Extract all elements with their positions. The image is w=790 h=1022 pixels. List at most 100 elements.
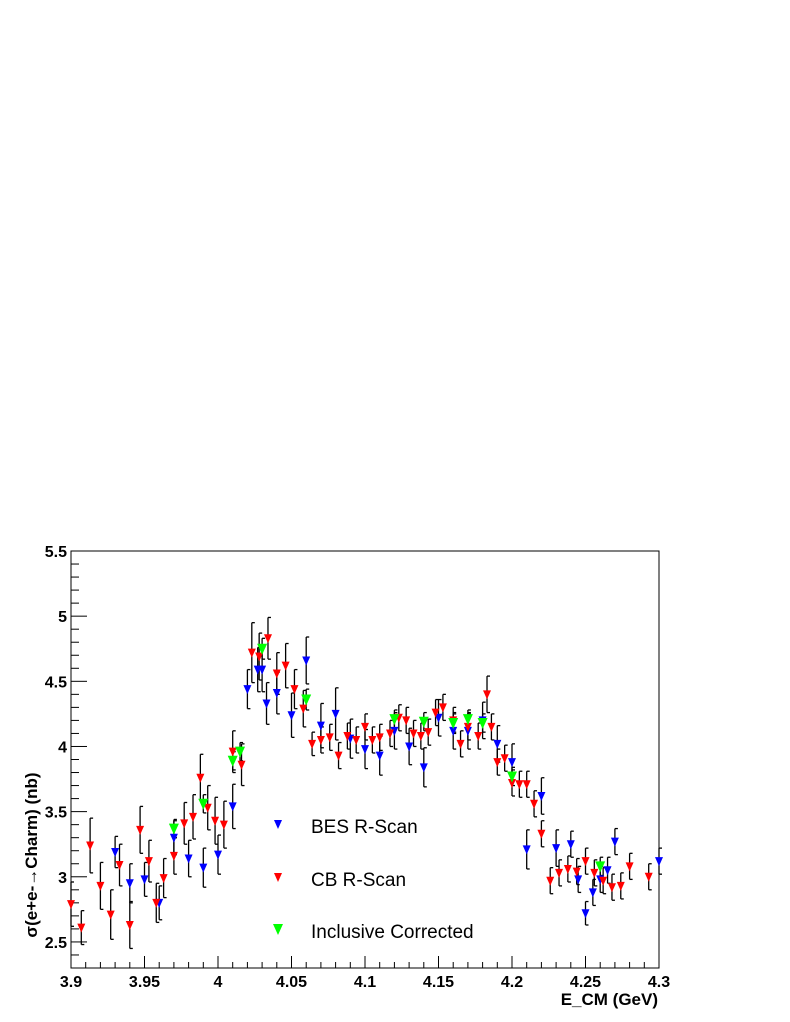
marker-cb-r-scan — [431, 708, 440, 718]
marker-cb-r-scan — [144, 857, 153, 867]
marker-bes-r-scan — [262, 699, 271, 709]
y-tick-label: 5.5 — [45, 544, 67, 561]
marker-cb-r-scan — [563, 864, 572, 874]
marker-bes-r-scan — [140, 875, 149, 885]
y-tick-label: 5 — [58, 609, 67, 626]
marker-cb-r-scan — [537, 829, 546, 839]
marker-cb-r-scan — [263, 634, 272, 644]
x-axis-title: E_CM (GeV) — [561, 990, 658, 1009]
legend-label: BES R-Scan — [311, 817, 418, 838]
marker-bes-r-scan — [566, 840, 575, 850]
marker-cb-r-scan — [508, 778, 516, 788]
marker-cb-r-scan — [530, 799, 539, 809]
marker-cb-r-scan — [106, 910, 115, 920]
marker-cb-r-scan — [203, 803, 212, 813]
marker-bes-r-scan — [390, 726, 399, 736]
y-tick-label: 3 — [58, 870, 67, 887]
marker-inclusive-corrected — [235, 746, 246, 758]
marker-inclusive-corrected — [477, 718, 488, 730]
errorbar-layer — [70, 616, 662, 950]
marker-cb-r-scan — [255, 652, 264, 662]
marker-cb-r-scan — [515, 780, 524, 790]
marker-bes-r-scan — [508, 758, 516, 768]
marker-cb-r-scan — [424, 728, 433, 738]
y-axis-title: σ(e+e-→Charm) (nb) — [22, 772, 41, 937]
marker-layer — [67, 634, 663, 933]
marker-cb-r-scan — [308, 739, 317, 749]
marker-inclusive-corrected — [448, 718, 459, 730]
marker-bes-r-scan — [258, 665, 267, 675]
y-tick-label: 2.5 — [45, 935, 67, 952]
marker-cb-r-scan — [325, 733, 334, 743]
marker-cb-r-scan — [152, 898, 161, 908]
axes-layer: 3.9 3.95 4 4.05 4.1 4.15 4.2 4.25 4.3 2.5 3 3.5 4 4.5… — [45, 544, 670, 991]
marker-bes-r-scan — [537, 791, 546, 801]
marker-bes-r-scan — [581, 909, 590, 919]
x-tick-label: 4.25 — [570, 974, 601, 991]
marker-cb-r-scan — [67, 900, 75, 910]
marker-bes-r-scan — [610, 837, 619, 847]
marker-bes-r-scan — [184, 854, 193, 864]
marker-cb-r-scan — [522, 780, 531, 790]
marker-bes-r-scan — [169, 833, 178, 843]
marker-inclusive-corrected — [301, 694, 312, 706]
marker-cb-r-scan — [334, 751, 343, 761]
marker-bes-r-scan — [111, 848, 120, 858]
marker-bes-r-scan — [655, 857, 663, 867]
marker-cb-r-scan — [169, 851, 178, 861]
x-tick-label: 4.1 — [354, 974, 376, 991]
marker-cb-r-scan — [136, 825, 145, 835]
marker-cb-r-scan — [644, 872, 653, 882]
legend-marker — [273, 924, 283, 935]
marker-bes-r-scan — [375, 751, 384, 761]
marker-bes-r-scan — [552, 844, 561, 854]
x-tick-label: 4.2 — [501, 974, 523, 991]
marker-cb-r-scan — [463, 722, 472, 732]
x-tick-label: 4.05 — [276, 974, 307, 991]
marker-cb-r-scan — [483, 690, 492, 700]
marker-cb-r-scan — [581, 857, 590, 867]
marker-cb-r-scan — [299, 704, 308, 714]
marker-bes-r-scan — [419, 763, 428, 773]
marker-bes-r-scan — [272, 689, 281, 699]
marker-inclusive-corrected — [198, 798, 209, 810]
marker-cb-r-scan — [180, 819, 189, 829]
marker-cb-r-scan — [474, 732, 483, 742]
marker-bes-r-scan — [287, 711, 296, 721]
marker-bes-r-scan — [331, 709, 340, 719]
marker-bes-r-scan — [199, 863, 208, 873]
marker-cb-r-scan — [159, 874, 168, 884]
marker-cb-r-scan — [281, 661, 290, 671]
legend-label: CB R-Scan — [311, 870, 406, 891]
marker-inclusive-corrected — [168, 823, 179, 835]
marker-bes-r-scan — [316, 721, 325, 731]
marker-cb-r-scan — [211, 816, 220, 826]
marker-cb-r-scan — [487, 722, 496, 732]
marker-cb-r-scan — [409, 729, 418, 739]
y-tick-label: 4 — [58, 739, 67, 756]
marker-bes-r-scan — [125, 879, 134, 889]
y-tick-label: 4.5 — [45, 674, 67, 691]
legend-label: Inclusive Corrected — [311, 922, 474, 943]
marker-cb-r-scan — [438, 703, 447, 713]
marker-bes-r-scan — [434, 713, 443, 723]
marker-inclusive-corrected — [595, 861, 606, 873]
marker-cb-r-scan — [343, 732, 352, 742]
marker-bes-r-scan — [588, 888, 597, 898]
marker-cb-r-scan — [572, 867, 581, 877]
marker-cb-r-scan — [316, 735, 325, 745]
marker-cb-r-scan — [607, 883, 616, 893]
legend: BES R-Scan CB R-Scan Inclusive Corrected — [273, 817, 474, 943]
marker-cb-r-scan — [189, 812, 198, 822]
y-tick-label: 3.5 — [45, 805, 67, 822]
marker-cb-r-scan — [219, 820, 228, 830]
x-tick-label: 4 — [214, 974, 223, 991]
marker-cb-r-scan — [115, 861, 124, 871]
marker-cb-r-scan — [599, 876, 608, 886]
legend-marker — [274, 873, 282, 882]
marker-inclusive-corrected — [418, 716, 429, 728]
marker-cb-r-scan — [361, 722, 369, 732]
marker-bes-r-scan — [228, 802, 237, 812]
marker-cb-r-scan — [86, 841, 95, 851]
marker-bes-r-scan — [243, 685, 252, 695]
